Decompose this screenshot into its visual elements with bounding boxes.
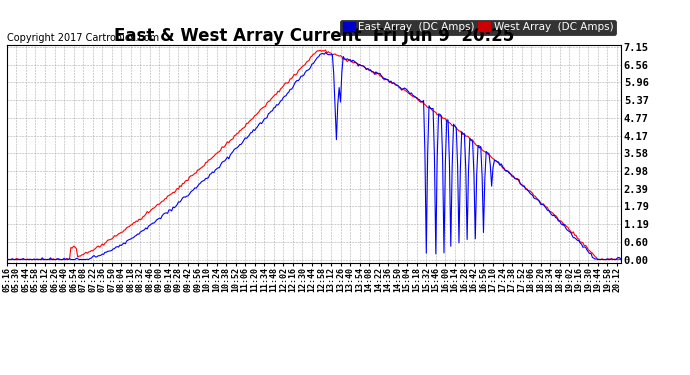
Legend: East Array  (DC Amps), West Array  (DC Amps): East Array (DC Amps), West Array (DC Amp… [340, 20, 615, 35]
Text: Copyright 2017 Cartronics.com: Copyright 2017 Cartronics.com [7, 33, 159, 43]
Title: East & West Array Current  Fri Jun 9  20:25: East & West Array Current Fri Jun 9 20:2… [114, 27, 514, 45]
